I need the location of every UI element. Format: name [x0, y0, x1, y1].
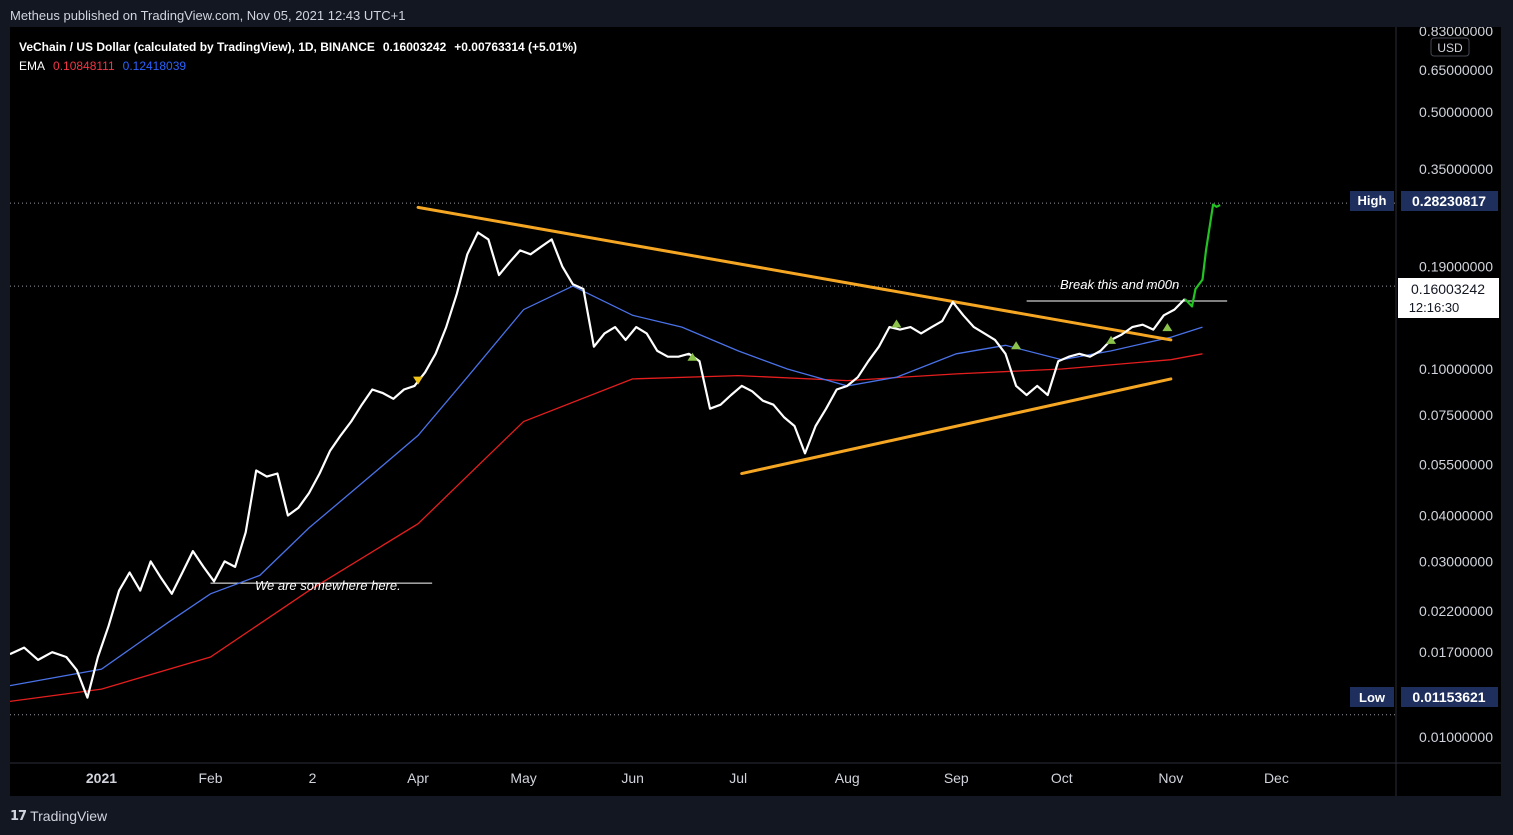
x-tick-label-9: Oct — [1051, 770, 1073, 786]
up-arrow-icon-1 — [687, 352, 698, 361]
publish-line: Metheus published on TradingView.com, No… — [10, 8, 406, 23]
y-tick-label-7: 0.05500000 — [1419, 457, 1493, 473]
y-tick-label-11: 0.01700000 — [1419, 644, 1493, 660]
y-tick-label-5: 0.10000000 — [1419, 361, 1493, 377]
down-arrow-icon-0 — [413, 376, 424, 385]
low-value-label: 0.01153621 — [1412, 689, 1485, 705]
x-tick-label-6: Jul — [729, 770, 747, 786]
legend-row-1: VeChain / US Dollar (calculated by Tradi… — [19, 40, 577, 54]
currency-label[interactable]: USD — [1437, 41, 1463, 55]
ema-lines — [9, 285, 1203, 703]
up-arrow-icon-2 — [891, 319, 902, 328]
x-tick-label-2: 2 — [309, 770, 317, 786]
high-value-label: 0.28230817 — [1412, 193, 1486, 209]
high-tag-label: High — [1358, 193, 1387, 208]
y-tick-label-4: 0.19000000 — [1419, 258, 1493, 274]
up-arrow-icon-3 — [1011, 341, 1022, 350]
trendline-1[interactable] — [740, 377, 1173, 476]
footer: 17 TradingView — [10, 806, 107, 826]
x-tick-label-0: 2021 — [86, 770, 117, 786]
annotation-here[interactable]: We are somewhere here. — [255, 578, 401, 593]
y-tick-label-0: 0.83000000 — [1419, 27, 1493, 39]
low-tag — [1350, 687, 1394, 707]
footer-brand: TradingView — [30, 808, 108, 824]
low-tag-label: Low — [1359, 690, 1386, 705]
chart-background — [10, 27, 1501, 796]
legend-price: 0.16003242 — [383, 40, 447, 54]
last-price-tag — [1398, 278, 1499, 318]
y-tick-label-3: 0.35000000 — [1419, 161, 1493, 177]
x-tick-label-5: Jun — [621, 770, 644, 786]
x-tick-label-4: May — [510, 770, 536, 786]
legend-ema-blue: 0.12418039 — [123, 59, 187, 73]
low-value-tag — [1401, 687, 1498, 707]
ema-red-line — [9, 353, 1203, 703]
x-tick-label-7: Aug — [835, 770, 860, 786]
trendlines[interactable] — [416, 205, 1173, 476]
legend-change: +0.00763314 (+5.01%) — [454, 40, 577, 54]
x-tick-label-3: Apr — [407, 770, 429, 786]
tradingview-logo-icon: 17 — [10, 808, 27, 824]
x-tick-label-11: Dec — [1264, 770, 1289, 786]
y-tick-label-9: 0.03000000 — [1419, 553, 1493, 569]
y-tick-label-10: 0.02200000 — [1419, 603, 1493, 619]
last-price-label: 0.16003242 — [1411, 281, 1485, 297]
x-tick-label-8: Sep — [944, 770, 969, 786]
projection-line — [1184, 203, 1221, 308]
y-tick-label-6: 0.07500000 — [1419, 407, 1493, 423]
up-arrow-icon-5 — [1162, 323, 1173, 332]
price-chart[interactable]: 0.83000000 0.65000000 0.50000000 0.35000000… — [9, 23, 1501, 796]
signal-markers — [413, 319, 1173, 385]
ema-blue-line — [9, 285, 1203, 687]
y-tick-label-1: 0.65000000 — [1419, 62, 1493, 78]
y-tick-label-8: 0.04000000 — [1419, 507, 1493, 523]
legend-ema-red: 0.10848111 — [53, 59, 115, 73]
currency-badge[interactable] — [1430, 37, 1470, 57]
countdown-label: 12:16:30 — [1409, 300, 1460, 315]
price-lines — [9, 203, 1221, 699]
time-axis[interactable]: 2021 Feb 2 Apr May Jun Jul Aug Sep Oct Nov Dec — [86, 770, 1289, 786]
trendline-0[interactable] — [416, 205, 1173, 342]
annotation-break[interactable]: Break this and m00n — [1060, 277, 1179, 292]
y-tick-label-2: 0.50000000 — [1419, 104, 1493, 120]
high-tag — [1350, 191, 1394, 211]
x-tick-label-1: Feb — [198, 770, 222, 786]
chart-frame[interactable]: 0.83000000 0.65000000 0.50000000 0.35000000… — [9, 23, 1501, 796]
legend-symbol: VeChain / US Dollar (calculated by Tradi… — [19, 40, 375, 54]
y-tick-label-13: 0.01000000 — [1419, 729, 1493, 745]
price-line — [9, 231, 1186, 699]
legend-ema-label: EMA — [19, 59, 45, 73]
high-value-tag — [1401, 191, 1498, 211]
up-arrow-icon-4 — [1106, 335, 1117, 344]
x-tick-label-10: Nov — [1158, 770, 1183, 786]
legend-row-2: EMA 0.10848111 0.12418039 — [19, 59, 186, 73]
